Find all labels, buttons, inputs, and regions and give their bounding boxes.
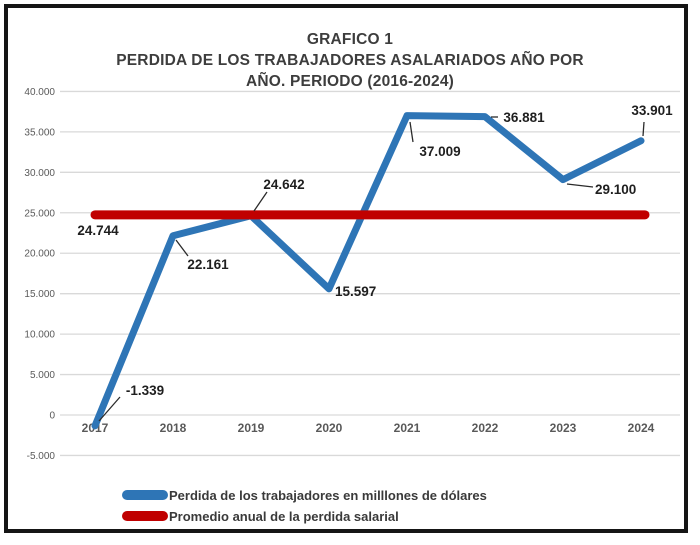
x-axis-tick-label: 2023 xyxy=(550,421,577,435)
legend-label-average-series: Promedio anual de la perdida salarial xyxy=(169,508,399,524)
y-axis-tick-label: 20.000 xyxy=(24,249,55,260)
y-axis-tick-label: 10.000 xyxy=(24,330,55,341)
data-label-leader-line xyxy=(566,183,594,188)
y-axis-tick-label: 25.000 xyxy=(24,208,55,219)
y-axis-tick-label: 5.000 xyxy=(30,370,55,381)
data-label: 22.161 xyxy=(187,257,229,272)
chart-frame xyxy=(4,4,688,533)
chart-title-line3: AÑO. PERIODO (2016-2024) xyxy=(245,73,455,90)
legend-swatch-loss-series xyxy=(122,490,168,500)
y-axis-tick-label: -5.000 xyxy=(27,451,56,462)
data-label: -1.339 xyxy=(126,383,164,398)
legend-item-average-series: Promedio anual de la perdida salarial xyxy=(122,508,487,524)
data-label: 29.100 xyxy=(595,182,636,197)
x-axis-tick-label: 2018 xyxy=(160,421,187,435)
x-axis-tick-label: 2022 xyxy=(472,421,499,435)
data-label: 33.901 xyxy=(631,103,673,118)
data-label: 24.642 xyxy=(263,177,304,192)
chart-legend: Perdida de los trabajadores en milllones… xyxy=(122,488,487,530)
y-axis-tick-label: 0 xyxy=(49,411,55,422)
legend-label-loss-series: Perdida de los trabajadores en milllones… xyxy=(169,487,487,503)
data-label-leader-line xyxy=(642,121,645,137)
data-label: 37.009 xyxy=(419,144,460,159)
y-axis-tick-label: 30.000 xyxy=(24,168,55,179)
x-axis-tick-label: 2019 xyxy=(238,421,265,435)
chart-title-line1: GRAFICO 1 xyxy=(306,31,394,48)
data-label: 15.597 xyxy=(335,284,376,299)
legend-item-loss-series: Perdida de los trabajadores en milllones… xyxy=(122,487,487,503)
data-label-leader-line xyxy=(175,239,189,257)
y-axis-tick-label: 35.000 xyxy=(24,127,55,138)
legend-swatch-average-series xyxy=(122,511,168,521)
y-axis-tick-label: 15.000 xyxy=(24,289,55,300)
data-label-leader-line xyxy=(253,191,268,212)
chart-title: GRAFICO 1 PERDIDA DE LOS TRABAJADORES AS… xyxy=(0,29,700,92)
x-axis-tick-label: 2020 xyxy=(316,421,343,435)
data-label: 24.744 xyxy=(77,223,119,238)
x-axis-tick-label: 2024 xyxy=(628,421,655,435)
data-label-leader-line xyxy=(98,396,121,422)
data-label: 36.881 xyxy=(503,110,545,125)
y-axis-tick-label: 40.000 xyxy=(24,87,55,98)
loss-line-series xyxy=(91,112,645,430)
chart-title-line2: PERDIDA DE LOS TRABAJADORES ASALARIADOS … xyxy=(116,52,584,69)
x-axis-tick-label: 2021 xyxy=(394,421,421,435)
data-label-leader-line xyxy=(409,121,414,143)
